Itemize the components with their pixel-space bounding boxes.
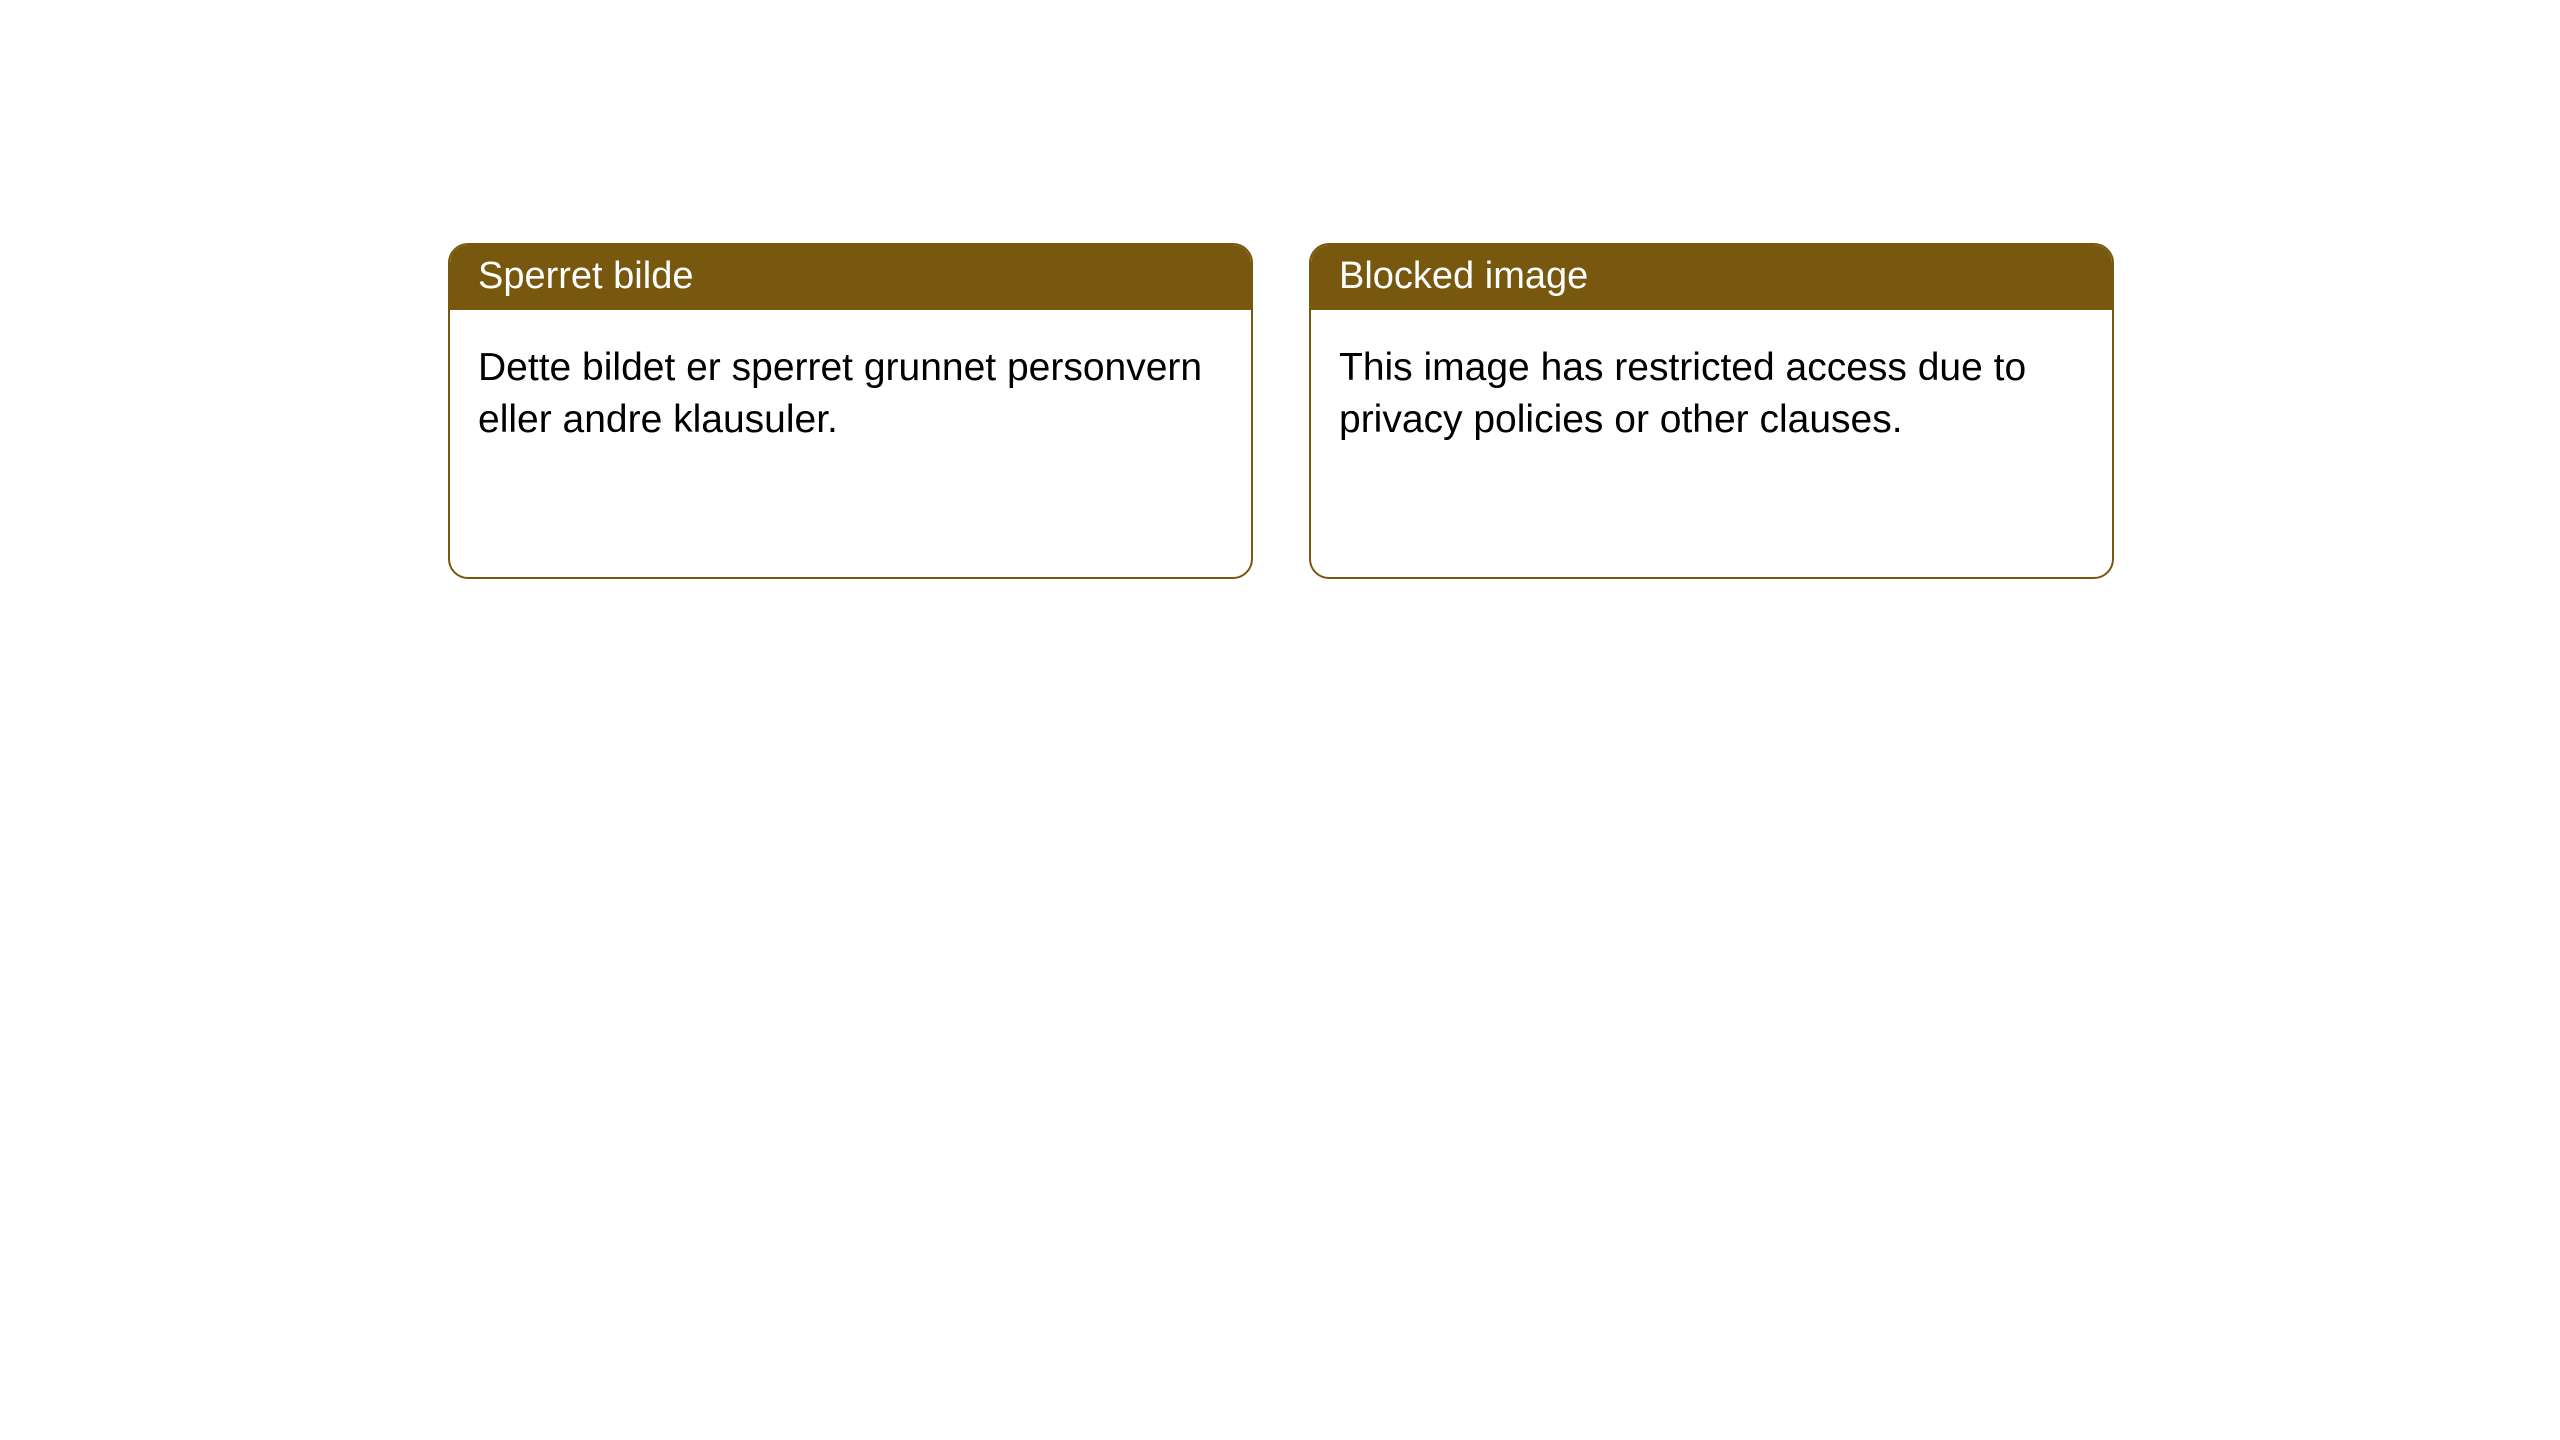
- blocked-image-card-norwegian: Sperret bilde Dette bildet er sperret gr…: [448, 243, 1253, 579]
- notice-container: Sperret bilde Dette bildet er sperret gr…: [0, 0, 2560, 579]
- blocked-image-card-english: Blocked image This image has restricted …: [1309, 243, 2114, 579]
- card-header-english: Blocked image: [1311, 245, 2112, 310]
- card-body-english: This image has restricted access due to …: [1311, 310, 2112, 478]
- card-body-norwegian: Dette bildet er sperret grunnet personve…: [450, 310, 1251, 478]
- card-header-norwegian: Sperret bilde: [450, 245, 1251, 310]
